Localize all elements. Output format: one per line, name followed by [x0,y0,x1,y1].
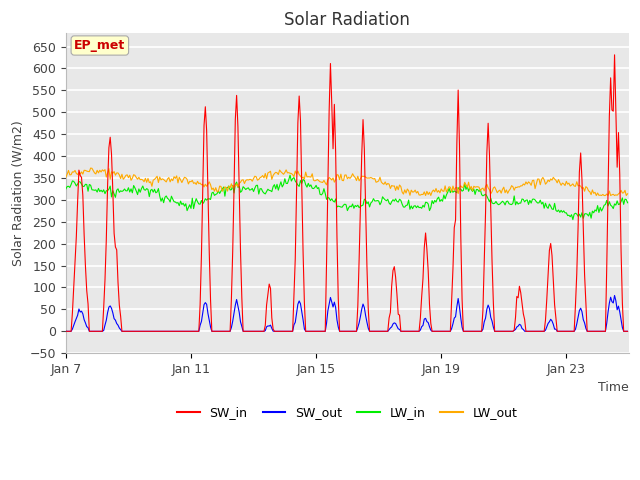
Legend: SW_in, SW_out, LW_in, LW_out: SW_in, SW_out, LW_in, LW_out [172,401,523,424]
Text: EP_met: EP_met [74,39,125,52]
Y-axis label: Solar Radiation (W/m2): Solar Radiation (W/m2) [11,120,24,266]
Title: Solar Radiation: Solar Radiation [284,11,410,29]
X-axis label: Time: Time [598,382,629,395]
